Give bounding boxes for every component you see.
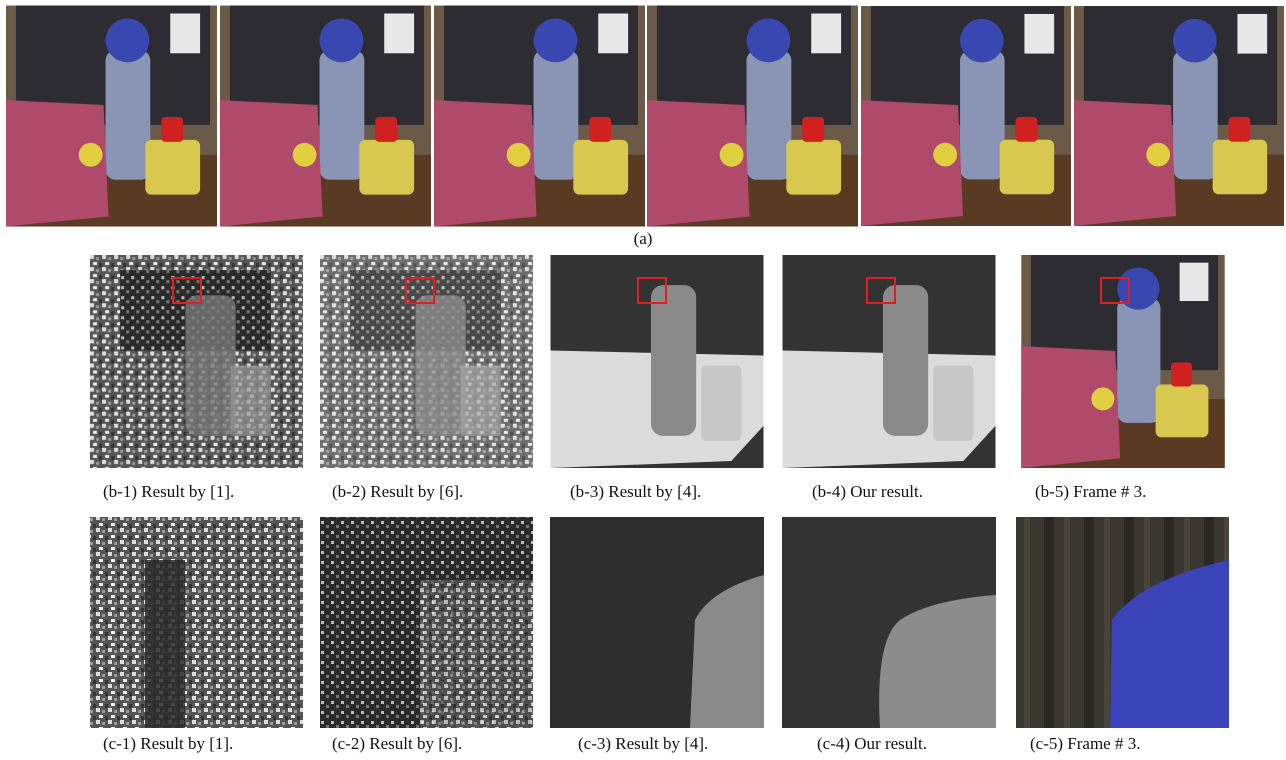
depth-map bbox=[551, 255, 764, 468]
video-frame bbox=[647, 6, 858, 227]
depth-map bbox=[783, 255, 996, 468]
image-caption: (b-4) Our result. bbox=[812, 482, 923, 501]
row-b-images bbox=[90, 255, 1225, 468]
image-caption: (b-3) Result by [4]. bbox=[570, 482, 701, 501]
image-caption: (c-3) Result by [4]. bbox=[578, 734, 708, 753]
row-c-images bbox=[90, 517, 1229, 728]
image-caption: (c-5) Frame # 3. bbox=[1030, 734, 1140, 753]
zoom-crop-detail bbox=[420, 580, 533, 728]
video-frame bbox=[1074, 6, 1284, 226]
zoom-crop bbox=[90, 517, 303, 728]
video-frame bbox=[220, 6, 431, 227]
row-a-images bbox=[6, 6, 1284, 227]
image-caption: (c-2) Result by [6]. bbox=[332, 734, 462, 753]
row-caption: (a) bbox=[634, 229, 653, 248]
image-caption: (b-5) Frame # 3. bbox=[1035, 482, 1146, 501]
video-frame bbox=[861, 6, 1071, 226]
figure: (a) (b-1) Result by [1]. (b-2) Result by … bbox=[0, 0, 1286, 760]
depth-map bbox=[320, 255, 533, 468]
video-frame bbox=[434, 6, 645, 227]
image-caption: (c-4) Our result. bbox=[817, 734, 927, 753]
image-caption: (c-1) Result by [1]. bbox=[103, 734, 233, 753]
depth-map bbox=[90, 255, 303, 468]
zoom-crop-detail bbox=[145, 560, 185, 728]
image-caption: (b-1) Result by [1]. bbox=[103, 482, 234, 501]
image-caption: (b-2) Result by [6]. bbox=[332, 482, 463, 501]
video-frame bbox=[1021, 255, 1224, 468]
video-frame bbox=[6, 6, 217, 227]
